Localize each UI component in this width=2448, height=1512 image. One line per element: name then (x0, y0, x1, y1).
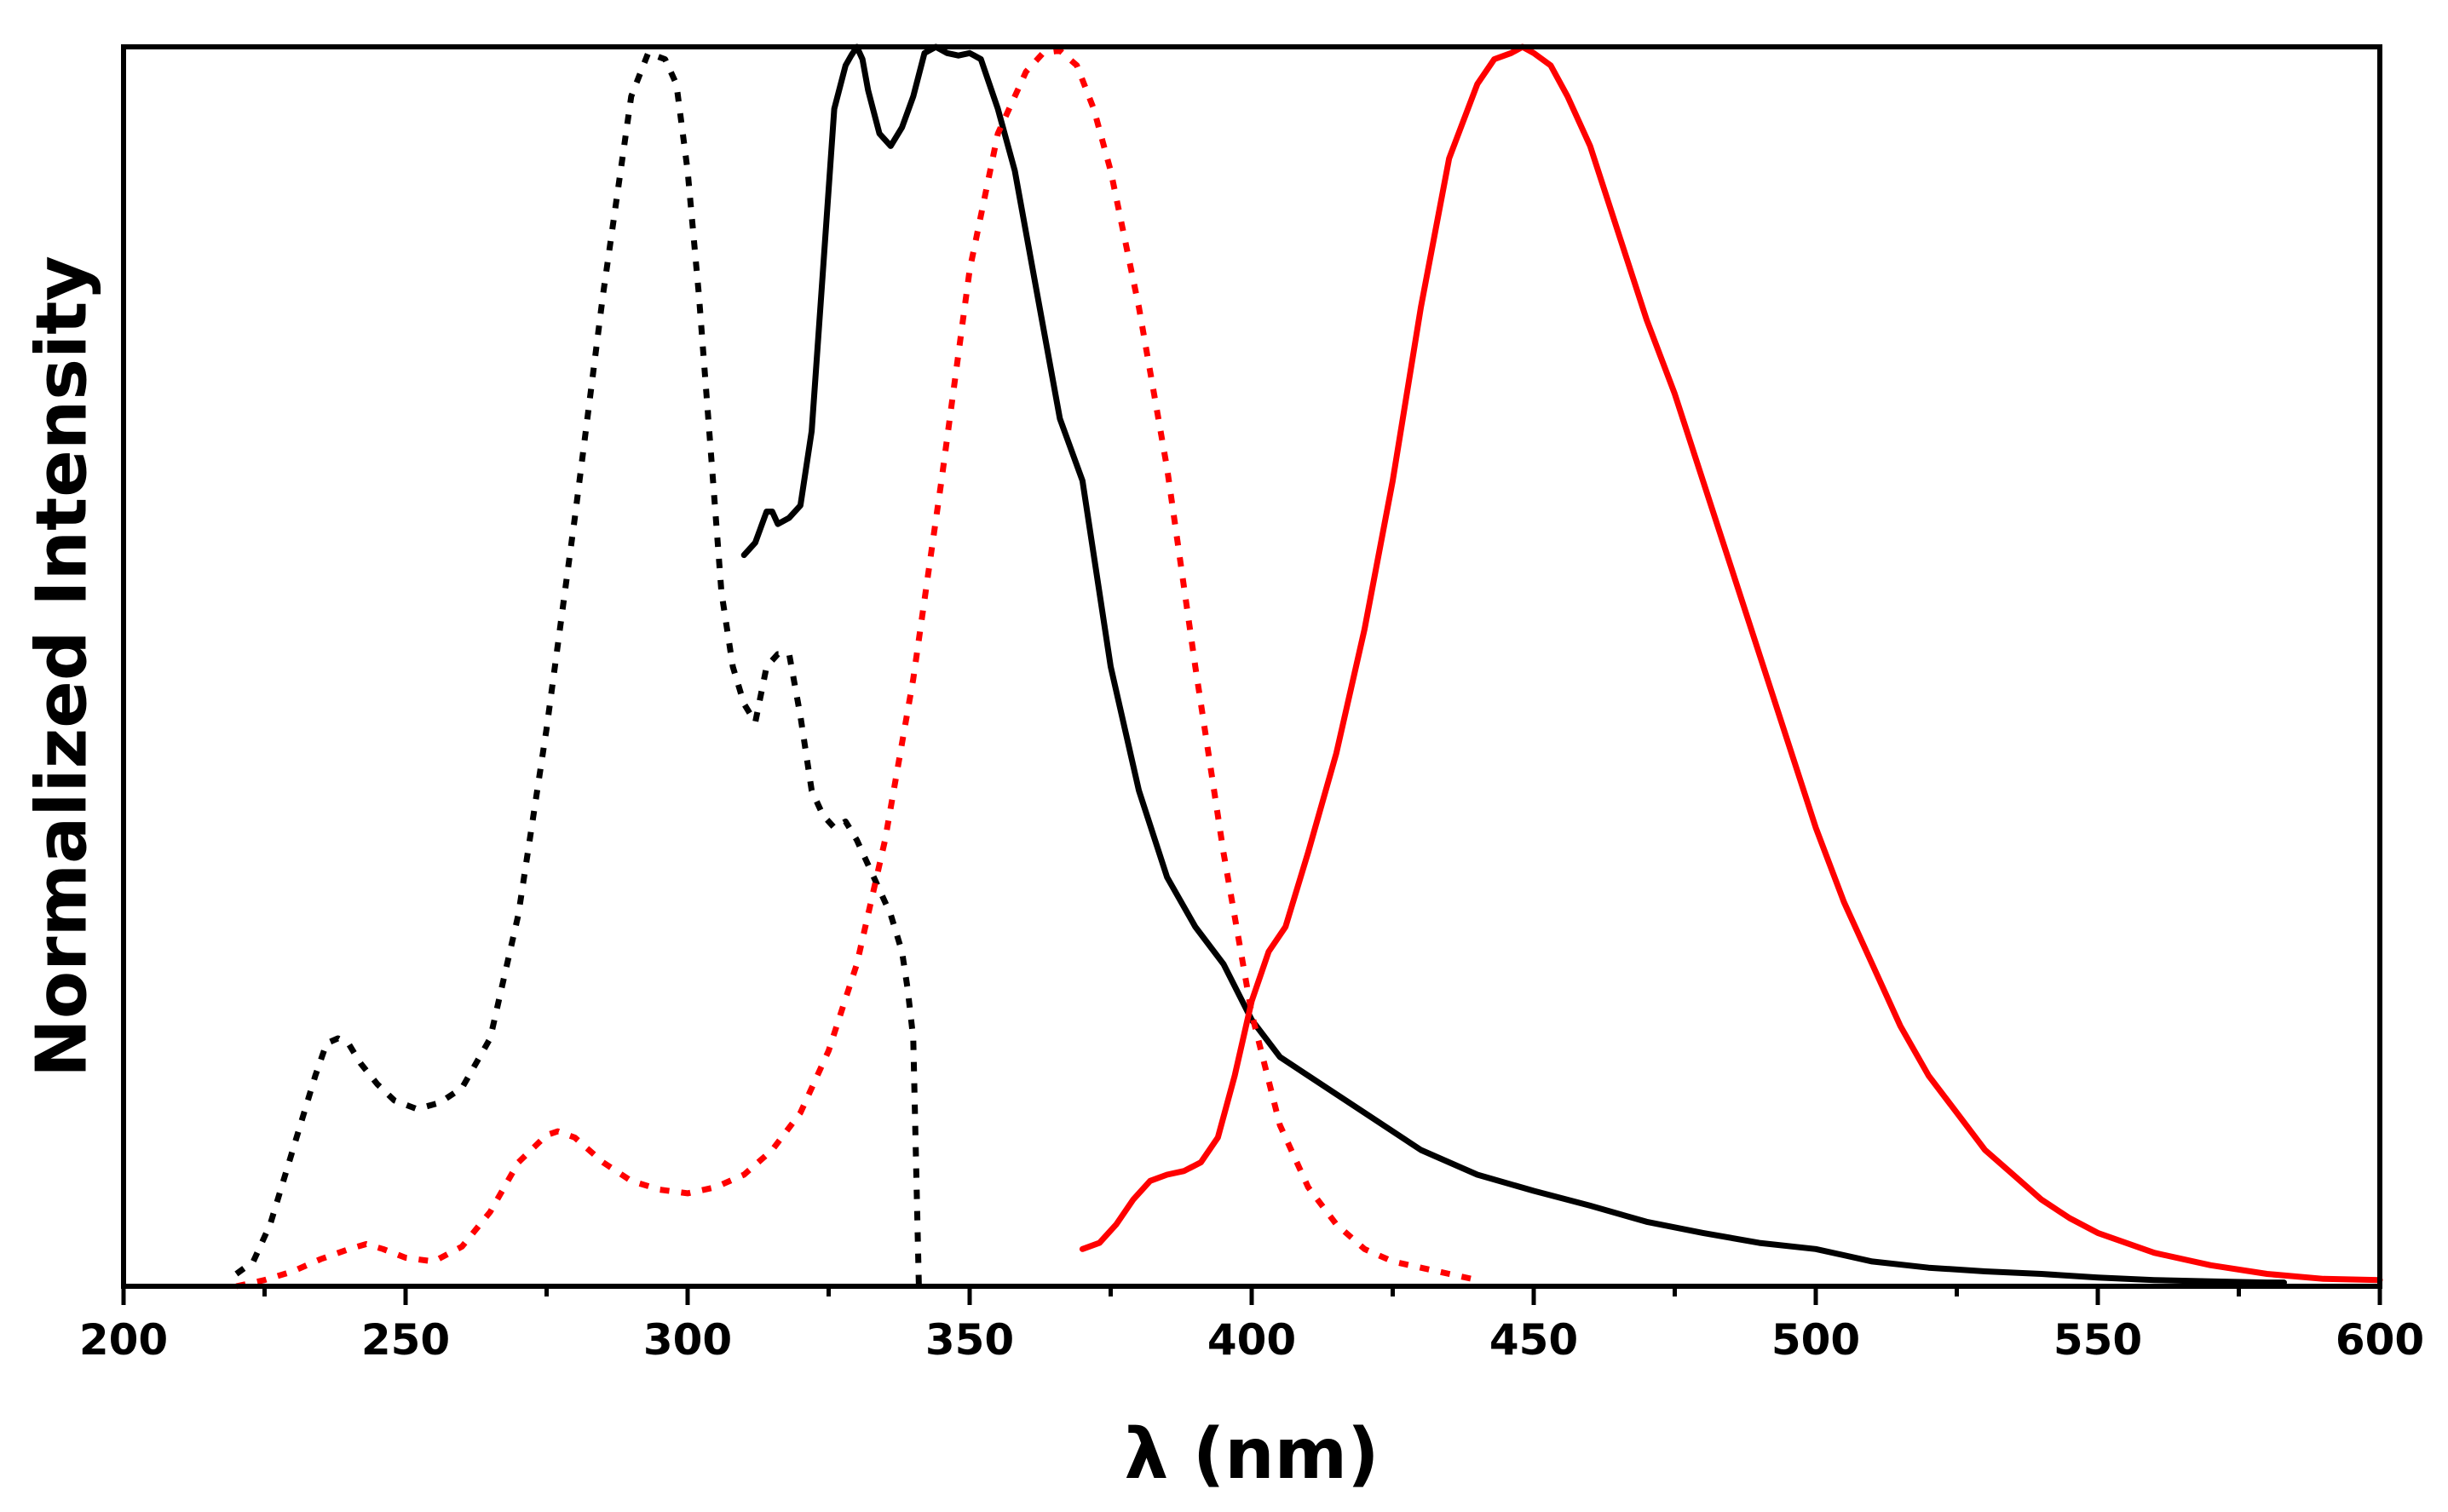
plot-frame (121, 44, 2382, 1289)
y-axis-title: Normalized Intensity (21, 256, 102, 1078)
x-tick-label: 450 (1489, 1315, 1578, 1365)
x-axis-title: λ (nm) (1124, 1414, 1379, 1495)
x-tick-label: 350 (925, 1315, 1014, 1365)
plot-lines (234, 43, 2383, 1290)
x-tick-label: 500 (1771, 1315, 1860, 1365)
series-emission-red-solid (1079, 43, 2383, 1284)
x-tick-label: 600 (2336, 1315, 2424, 1365)
x-tick-label: 400 (1207, 1315, 1296, 1365)
x-ticks: 200 250 300 350 400 450 500 550 600 (79, 1286, 2424, 1365)
x-tick-label: 300 (643, 1315, 732, 1365)
x-tick-label: 250 (361, 1315, 450, 1365)
x-tick-label: 200 (79, 1315, 168, 1365)
series-excitation-black-dotted (234, 49, 922, 1287)
x-tick-label: 550 (2053, 1315, 2142, 1365)
series-emission-black-solid (740, 43, 2287, 1286)
series-excitation-red-dotted (235, 47, 1478, 1290)
